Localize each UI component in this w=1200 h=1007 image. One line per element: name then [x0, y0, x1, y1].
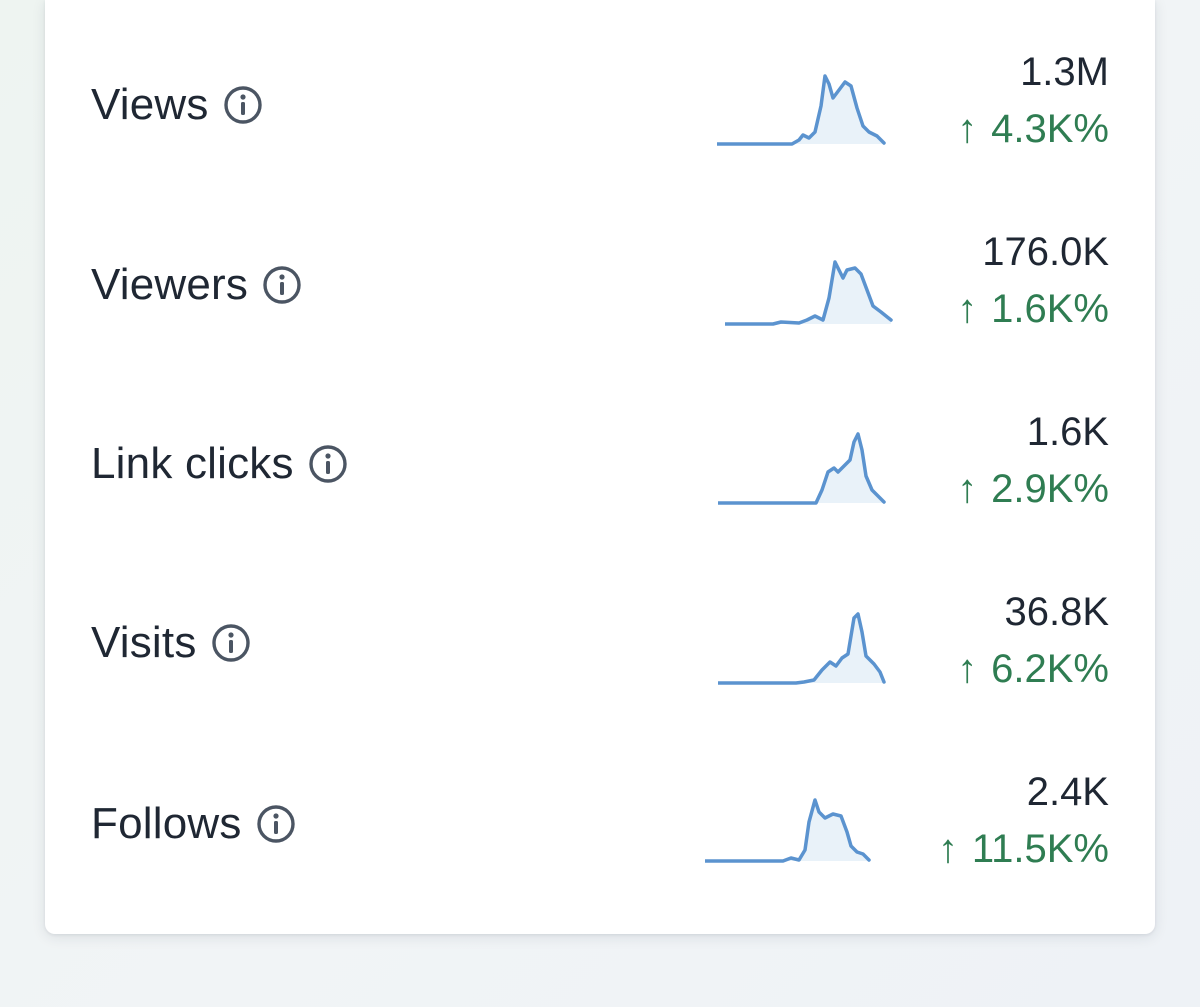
info-icon[interactable]: [211, 623, 251, 663]
metric-value: 1.3M: [1020, 50, 1109, 94]
metric-values: 176.0K ↑ 1.6K%: [957, 228, 1109, 333]
sparkline-chart: [718, 432, 886, 505]
metric-change-value: 11.5K%: [971, 827, 1109, 871]
metric-row-follows[interactable]: Follows 2.4K ↑ 11.5K%: [45, 768, 1155, 878]
metric-change: ↑ 11.5K%: [938, 825, 1109, 873]
arrow-up-icon: ↑: [957, 107, 978, 151]
metric-label: Follows: [91, 799, 242, 848]
sparkline-chart: [705, 798, 871, 863]
metric-change: ↑ 6.2K%: [957, 645, 1109, 693]
metric-value: 2.4K: [1026, 770, 1109, 814]
sparkline-chart: [725, 260, 893, 326]
metric-value: 36.8K: [1004, 590, 1109, 634]
metric-change-value: 2.9K%: [991, 467, 1109, 511]
metric-row-visits[interactable]: Visits 36.8K ↑ 6.2K%: [45, 588, 1155, 698]
metric-values: 1.3M ↑ 4.3K%: [957, 48, 1109, 153]
info-icon[interactable]: [262, 265, 302, 305]
metric-change-value: 1.6K%: [991, 287, 1109, 331]
metric-label: Viewers: [91, 260, 249, 309]
metric-values: 36.8K ↑ 6.2K%: [957, 588, 1109, 693]
metric-label: Link clicks: [91, 439, 294, 488]
metric-change-value: 6.2K%: [991, 647, 1109, 691]
metric-values: 1.6K ↑ 2.9K%: [957, 408, 1109, 513]
arrow-up-icon: ↑: [937, 827, 958, 871]
metric-row-viewers[interactable]: Viewers 176.0K ↑ 1.6K%: [45, 228, 1155, 338]
metric-label: Views: [91, 80, 209, 129]
arrow-up-icon: ↑: [957, 287, 978, 331]
metric-row-views[interactable]: Views 1.3M ↑ 4.3K%: [45, 48, 1155, 158]
metric-change: ↑ 2.9K%: [957, 465, 1109, 513]
metric-values: 2.4K ↑ 11.5K%: [938, 768, 1109, 873]
sparkline-chart: [717, 74, 886, 146]
info-icon[interactable]: [308, 444, 348, 484]
metric-change: ↑ 4.3K%: [957, 105, 1109, 153]
metric-row-link-clicks[interactable]: Link clicks 1.6K ↑ 2.9K%: [45, 408, 1155, 518]
metric-value: 176.0K: [982, 230, 1109, 274]
metric-value: 1.6K: [1026, 410, 1109, 454]
arrow-up-icon: ↑: [957, 647, 978, 691]
metrics-card: Views 1.3M ↑ 4.3K% Viewers: [45, 0, 1155, 934]
info-icon[interactable]: [223, 85, 263, 125]
metric-change-value: 4.3K%: [991, 107, 1109, 151]
info-icon[interactable]: [256, 804, 296, 844]
arrow-up-icon: ↑: [957, 467, 978, 511]
sparkline-chart: [718, 612, 886, 685]
metric-change: ↑ 1.6K%: [957, 285, 1109, 333]
metric-label: Visits: [91, 618, 197, 667]
